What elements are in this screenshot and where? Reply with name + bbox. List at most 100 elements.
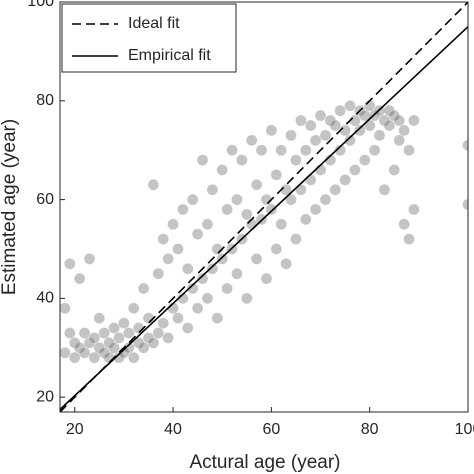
point (300, 144, 312, 156)
point (88, 332, 100, 344)
point (211, 243, 223, 255)
point (393, 115, 405, 127)
point (182, 322, 194, 334)
point (147, 337, 159, 349)
point (359, 154, 371, 166)
point (241, 208, 253, 220)
point (359, 110, 371, 122)
point (187, 194, 199, 206)
point (339, 174, 351, 186)
point (265, 203, 277, 215)
x-tick-label: 80 (361, 421, 379, 438)
point (329, 119, 341, 131)
x-tick-label: 40 (164, 421, 182, 438)
point (64, 327, 76, 339)
point (172, 243, 184, 255)
point (290, 233, 302, 245)
point (349, 115, 361, 127)
point (280, 258, 292, 270)
point (364, 119, 376, 131)
point (285, 194, 297, 206)
point (354, 124, 366, 136)
point (182, 263, 194, 275)
point (152, 268, 164, 280)
point (201, 292, 213, 304)
point (246, 218, 258, 230)
point (74, 273, 86, 285)
point (147, 179, 159, 191)
point (172, 312, 184, 324)
point (206, 263, 218, 275)
point (98, 327, 110, 339)
y-tick-label: 20 (36, 388, 54, 405)
point (462, 139, 468, 151)
point (251, 253, 263, 265)
point (138, 342, 150, 354)
point (177, 203, 189, 215)
point (241, 292, 253, 304)
point (221, 203, 233, 215)
point (192, 228, 204, 240)
point (260, 273, 272, 285)
point (64, 258, 76, 270)
point (152, 327, 164, 339)
point (270, 243, 282, 255)
y-tick-label: 60 (36, 191, 54, 208)
x-tick-label: 100 (455, 421, 474, 438)
point (319, 129, 331, 141)
point (334, 144, 346, 156)
y-tick-label: 80 (36, 92, 54, 109)
point (157, 233, 169, 245)
y-axis-label: Estimated age (year) (0, 119, 20, 295)
legend-box (61, 3, 237, 73)
point (383, 119, 395, 131)
point (197, 273, 209, 285)
point (246, 134, 258, 146)
point (211, 312, 223, 324)
point (221, 283, 233, 295)
point (378, 184, 390, 196)
point (108, 342, 120, 354)
point (201, 218, 213, 230)
point (270, 169, 282, 181)
point (349, 164, 361, 176)
point (60, 347, 71, 359)
point (310, 203, 322, 215)
point (187, 283, 199, 295)
point (118, 317, 130, 329)
point (162, 253, 174, 265)
y-tick-label: 100 (27, 0, 54, 10)
point (310, 134, 322, 146)
point (128, 302, 140, 314)
point (192, 302, 204, 314)
point (231, 268, 243, 280)
point (60, 302, 71, 314)
point (388, 164, 400, 176)
point (128, 352, 140, 364)
fit-line (60, 2, 468, 412)
plot-frame (59, 1, 469, 413)
point (79, 327, 91, 339)
point (315, 110, 327, 122)
point (398, 124, 410, 136)
point (197, 154, 209, 166)
point (275, 144, 287, 156)
point (108, 322, 120, 334)
point (162, 332, 174, 344)
point (305, 174, 317, 186)
point (231, 194, 243, 206)
point (113, 332, 125, 344)
point (403, 233, 415, 245)
point (374, 129, 386, 141)
point (300, 213, 312, 225)
legend-label: Empirical fit (128, 47, 211, 64)
point (295, 115, 307, 127)
point (364, 100, 376, 112)
point (167, 302, 179, 314)
point (216, 164, 228, 176)
point (265, 124, 277, 136)
point (123, 327, 135, 339)
point (344, 134, 356, 146)
point (69, 352, 81, 364)
